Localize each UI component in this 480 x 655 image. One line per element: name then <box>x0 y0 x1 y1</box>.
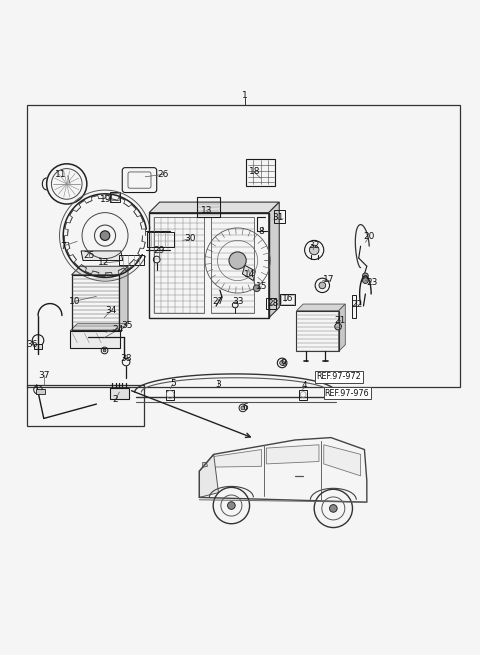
Bar <box>197 197 220 217</box>
Text: 9: 9 <box>280 359 286 368</box>
Circle shape <box>229 252 246 269</box>
Text: 6: 6 <box>242 403 248 412</box>
Text: 3: 3 <box>216 381 221 390</box>
Text: 2: 2 <box>113 395 119 403</box>
Text: 34: 34 <box>105 307 117 315</box>
Text: 16: 16 <box>282 294 294 303</box>
Text: 27: 27 <box>213 297 224 306</box>
Text: 23: 23 <box>366 278 377 286</box>
Text: 1: 1 <box>242 91 248 100</box>
Polygon shape <box>81 251 123 261</box>
Circle shape <box>319 282 325 289</box>
Bar <box>36 389 45 394</box>
Text: 21: 21 <box>335 316 346 325</box>
Circle shape <box>228 502 235 510</box>
Text: 37: 37 <box>38 371 49 380</box>
Bar <box>120 255 144 265</box>
Circle shape <box>280 360 285 365</box>
Polygon shape <box>199 455 218 497</box>
Text: REF.97-976: REF.97-976 <box>324 388 369 398</box>
Text: 38: 38 <box>120 354 132 363</box>
Bar <box>246 159 276 186</box>
Text: 8: 8 <box>259 227 264 236</box>
Circle shape <box>329 504 337 512</box>
Text: 25: 25 <box>84 252 95 260</box>
Bar <box>34 345 42 349</box>
Bar <box>154 217 204 313</box>
Text: 4: 4 <box>302 381 307 390</box>
Polygon shape <box>242 265 255 280</box>
Polygon shape <box>204 449 262 467</box>
Circle shape <box>362 273 368 278</box>
Bar <box>110 388 129 400</box>
Bar <box>166 390 174 400</box>
Polygon shape <box>72 266 128 275</box>
Circle shape <box>103 349 106 352</box>
Bar <box>266 298 276 309</box>
Bar <box>147 232 174 247</box>
Text: 31: 31 <box>273 213 284 222</box>
Circle shape <box>241 406 245 410</box>
Text: 32: 32 <box>309 240 320 250</box>
Text: 7: 7 <box>60 242 66 251</box>
Bar <box>297 310 338 352</box>
Text: 17: 17 <box>323 275 334 284</box>
Text: 36: 36 <box>26 340 37 348</box>
Circle shape <box>335 323 341 330</box>
Text: 14: 14 <box>244 271 255 279</box>
Text: 19: 19 <box>100 195 112 204</box>
Text: 13: 13 <box>201 206 212 215</box>
Text: 26: 26 <box>158 170 169 179</box>
Bar <box>351 295 356 318</box>
Text: 28: 28 <box>268 299 279 308</box>
Bar <box>149 213 269 318</box>
Polygon shape <box>324 445 360 476</box>
Polygon shape <box>120 266 128 330</box>
Circle shape <box>310 245 319 255</box>
Text: 24: 24 <box>112 326 123 335</box>
Text: 5: 5 <box>170 379 176 388</box>
Bar <box>72 275 120 330</box>
Bar <box>280 295 295 305</box>
Text: 35: 35 <box>122 320 133 329</box>
Bar <box>275 210 285 223</box>
Text: 30: 30 <box>184 234 195 244</box>
Polygon shape <box>149 202 279 213</box>
Polygon shape <box>70 324 128 331</box>
Text: 18: 18 <box>249 168 260 176</box>
Bar <box>300 390 307 400</box>
Text: REF.97-972: REF.97-972 <box>317 372 361 381</box>
Text: 11: 11 <box>55 170 66 179</box>
Polygon shape <box>203 462 207 467</box>
Bar <box>110 192 120 202</box>
Bar <box>27 105 460 387</box>
Text: 12: 12 <box>98 258 109 267</box>
Text: 29: 29 <box>153 246 164 255</box>
Text: 10: 10 <box>69 297 81 306</box>
Bar <box>281 295 294 304</box>
Text: 22: 22 <box>352 300 363 309</box>
Polygon shape <box>266 445 319 464</box>
Bar <box>111 193 119 200</box>
Text: 15: 15 <box>256 282 267 291</box>
Bar <box>27 385 144 426</box>
Text: 20: 20 <box>363 232 375 241</box>
Polygon shape <box>269 202 279 318</box>
Circle shape <box>253 285 260 291</box>
Polygon shape <box>297 304 345 310</box>
Circle shape <box>100 231 110 240</box>
Bar <box>70 331 120 348</box>
Circle shape <box>362 278 368 284</box>
Text: 33: 33 <box>232 297 243 306</box>
Bar <box>211 217 254 313</box>
Polygon shape <box>338 304 345 352</box>
